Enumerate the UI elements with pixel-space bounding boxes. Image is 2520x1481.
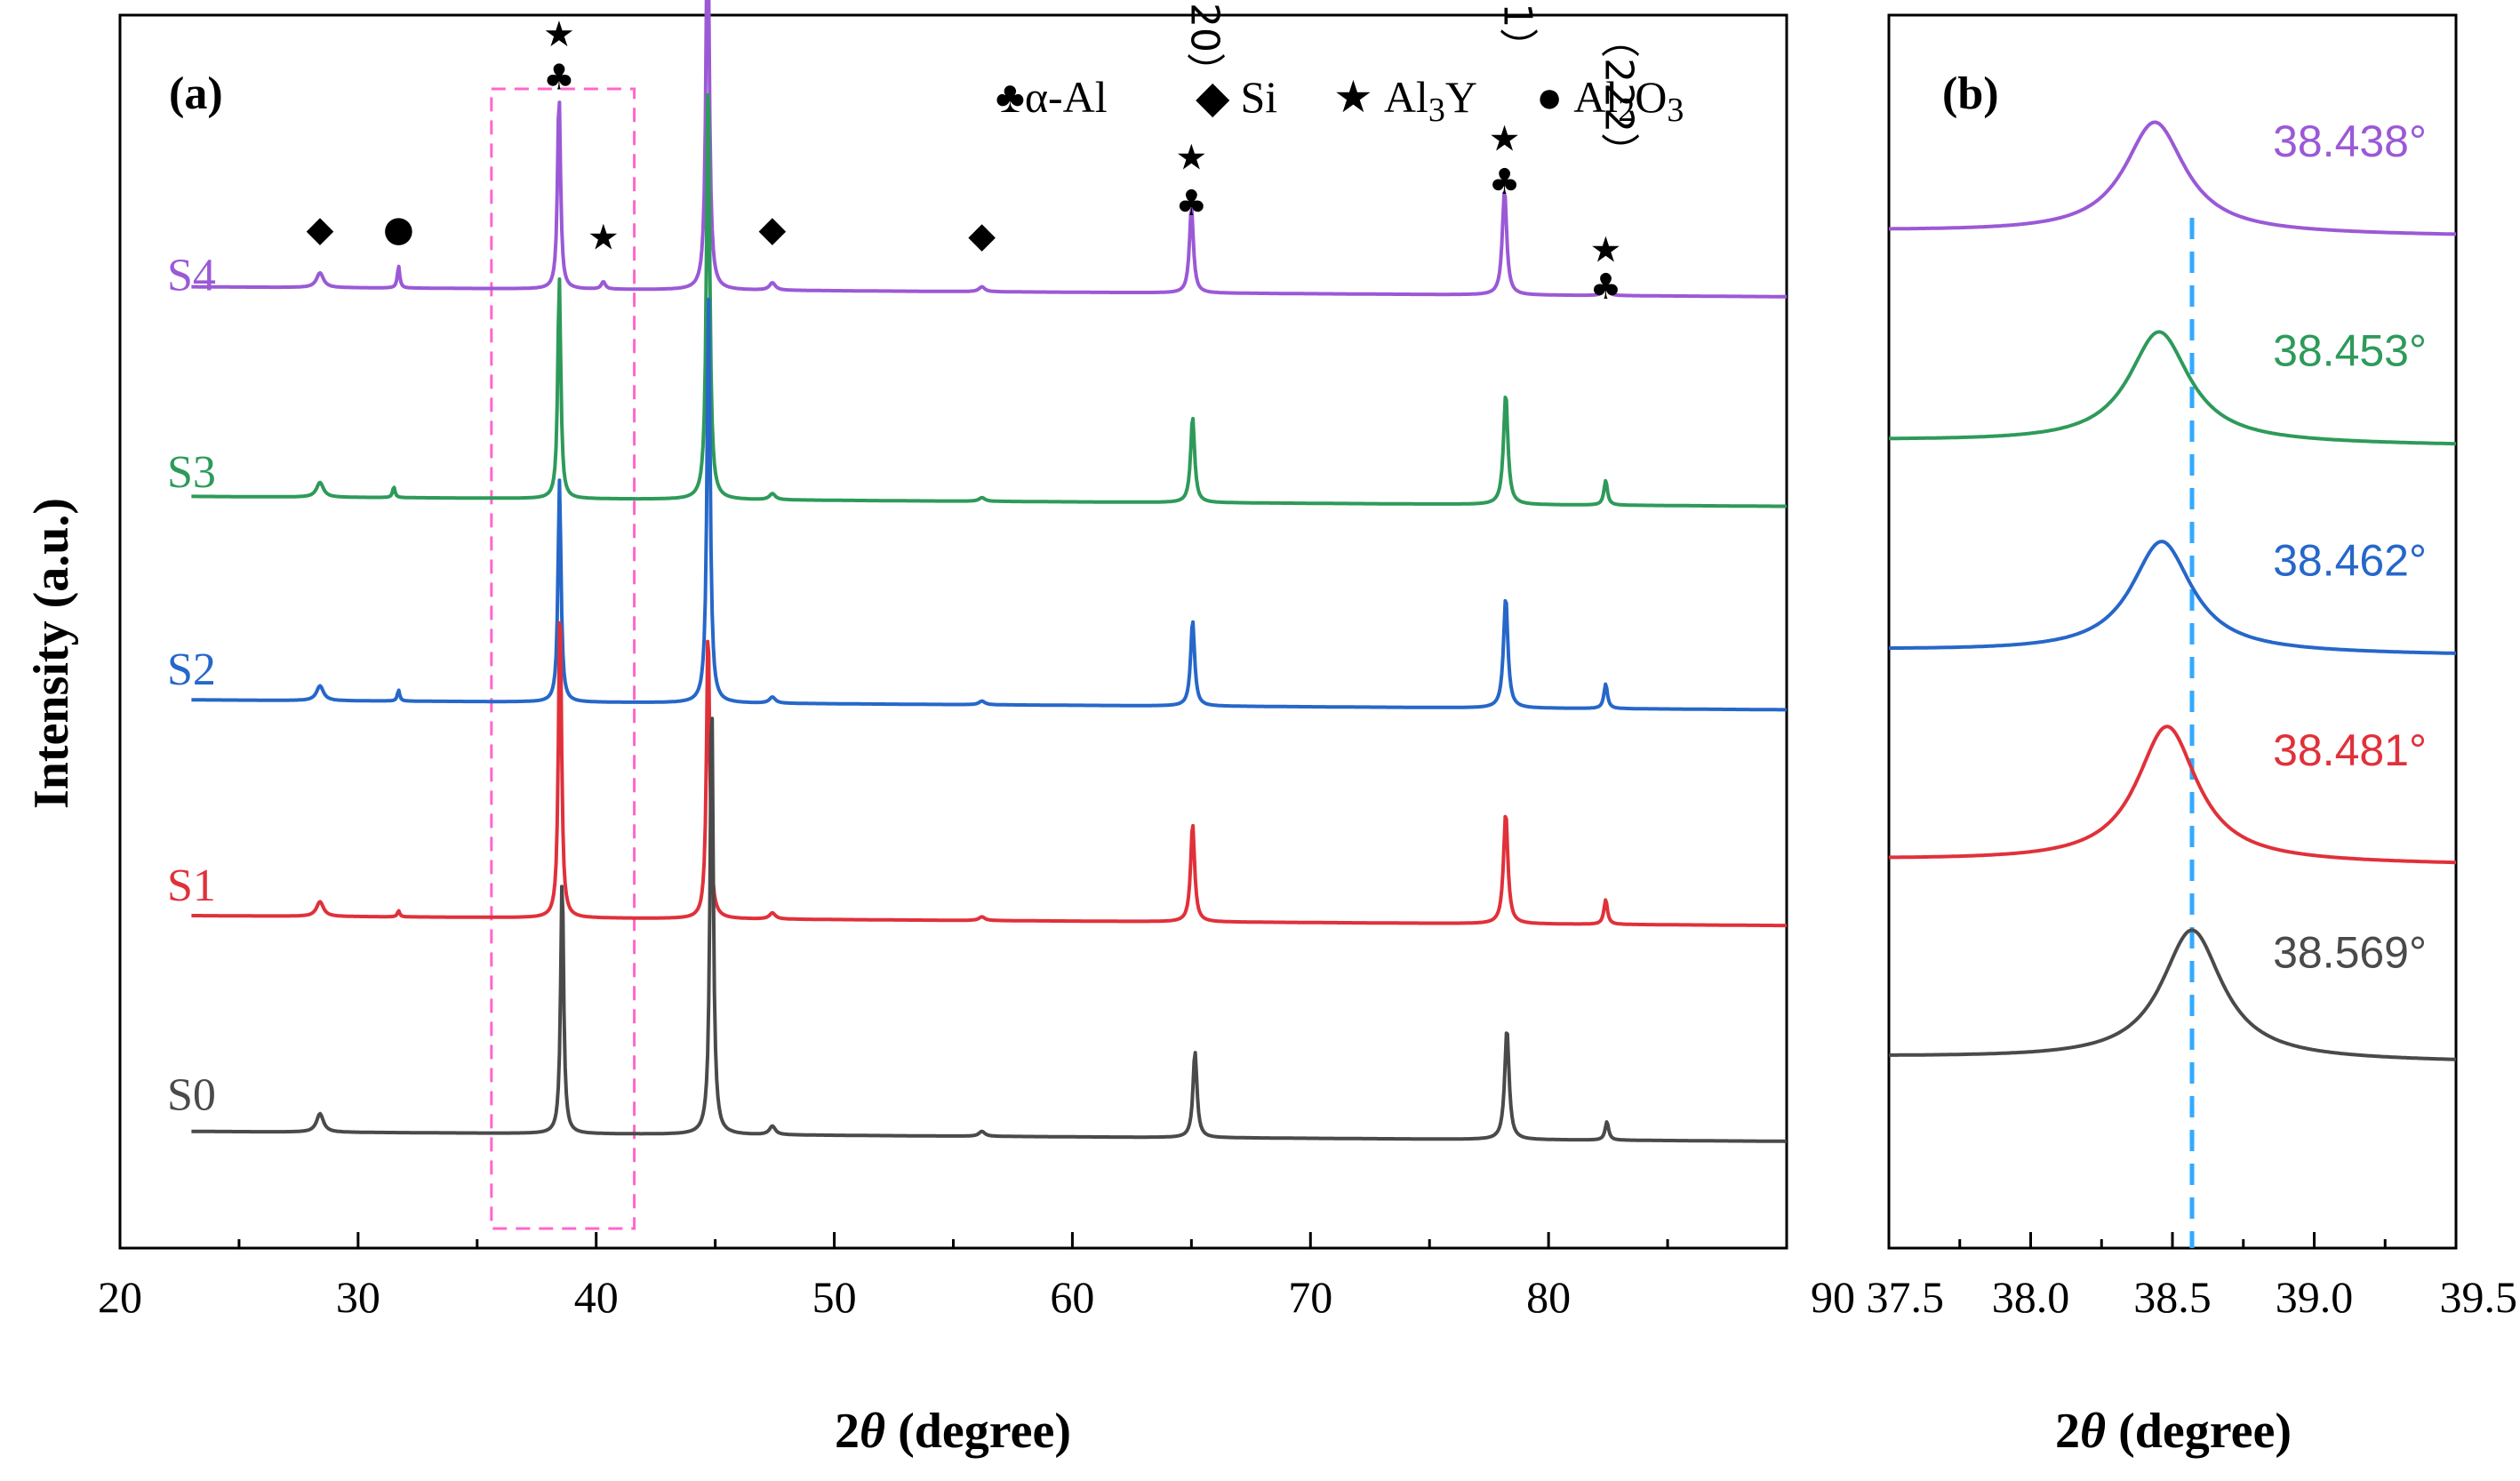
panel-a-tick-label-50: 50 <box>812 1272 857 1322</box>
series-label-s4: S4 <box>167 250 216 300</box>
legend-al2o3-symbol: ● <box>1536 72 1563 122</box>
panel-a-phase-markers: ◆●★◆◆★♣♣★♣★♣★♣ <box>307 14 1622 308</box>
series-label-s3: S3 <box>167 447 216 498</box>
panel-b: 90 37.5 38.0 38.5 39.0 39.5 38.438°38.453°38… <box>1811 13 2517 1459</box>
legend-al2o3-sub2: 2 <box>1618 92 1635 129</box>
phase-legend: ♣α-Al ◆ Si ★ Al3Y ● Al2O3 <box>996 72 1684 129</box>
phase-marker-2: ★ <box>588 218 620 259</box>
legend-alpha-al-symbol: ♣ <box>996 72 1025 122</box>
legend-alpha-al-label: α-Al <box>1025 72 1108 122</box>
peak-position-s4: 38.438° <box>2273 116 2427 166</box>
series-line-s4 <box>190 0 1788 299</box>
legend-al3y-al: Al <box>1384 72 1428 122</box>
panel-a-tick-label-20: 20 <box>98 1272 142 1322</box>
peak-position-s2: 38.462° <box>2273 535 2427 585</box>
series-line-s1 <box>190 620 1788 928</box>
panel-a-x-axis-title: 2θ (degree) <box>835 1404 1071 1459</box>
panel-b-x-ticks <box>1887 1232 2458 1248</box>
panel-a-tick-label-30: 30 <box>336 1272 380 1322</box>
legend-si-label: Si <box>1240 72 1277 122</box>
legend-al2o3: ● Al2O3 <box>1536 72 1684 129</box>
legend-al3y-symbol: ★ <box>1333 72 1373 122</box>
phase-marker-13: ♣ <box>1589 267 1621 308</box>
series-label-s2: S2 <box>167 644 216 695</box>
phase-marker-6: ♣ <box>543 57 575 98</box>
hkl-label-311: （311） <box>1495 0 1540 67</box>
phase-marker-8: ★ <box>1175 138 1207 179</box>
peak-position-s0: 38.569° <box>2273 928 2427 978</box>
zoom-line-s0 <box>1888 928 2457 1061</box>
phase-marker-10: ★ <box>1489 119 1521 160</box>
zoom-line-s3 <box>1888 330 2457 446</box>
peak-position-s3: 38.453° <box>2273 326 2427 376</box>
phase-marker-9: ♣ <box>1175 183 1207 224</box>
panel-b-tick-label-2: 38.5 <box>2133 1272 2212 1322</box>
phase-marker-0: ◆ <box>307 209 334 250</box>
legend-si-symbol: ◆ <box>1196 72 1230 122</box>
legend-al2o3-o: O <box>1635 72 1667 122</box>
panel-a-series-lines <box>190 0 1788 1143</box>
panel-a-tick-label-70: 70 <box>1288 1272 1332 1322</box>
panel-b-x-tick-labels: 90 37.5 38.0 38.5 39.0 39.5 <box>1811 1272 2517 1322</box>
panel-a-label: (a) <box>169 68 223 119</box>
panel-a-hkl-labels: （111）（200）（220）（311）（222） <box>1181 0 1641 172</box>
panel-b-peak-position-labels: 38.438° 38.453° 38.462° 38.481° 38.569° <box>2273 116 2427 978</box>
panel-b-frame <box>1887 13 2458 1250</box>
hkl-label-220: （220） <box>1181 0 1227 92</box>
panel-b-label: (b) <box>1942 68 1999 119</box>
phase-marker-1: ● <box>383 209 414 250</box>
panel-b-tick-label-4: 39.5 <box>2440 1272 2518 1322</box>
panel-b-x-axis-title: 2θ (degree) <box>2055 1404 2292 1459</box>
legend-alpha-al: ♣α-Al <box>996 72 1108 122</box>
phase-marker-4: ◆ <box>968 215 996 256</box>
panel-b-tick-label-3: 39.0 <box>2276 1272 2354 1322</box>
zoom-line-s2 <box>1888 540 2457 655</box>
panel-a-x-tick-labels: 20 30 40 50 60 70 80 <box>98 1272 1571 1322</box>
panel-a-tick-label-60: 60 <box>1050 1272 1094 1322</box>
phase-marker-3: ◆ <box>759 209 787 250</box>
peak-position-s1: 38.481° <box>2273 725 2427 775</box>
panel-a-series-labels: S4 S3 S2 S1 S0 <box>167 250 216 1120</box>
panel-b-series-lines <box>1888 120 2457 1061</box>
phase-marker-11: ♣ <box>1489 162 1521 203</box>
legend-al3y-sub: 3 <box>1428 92 1445 129</box>
legend-al2o3-al: Al <box>1573 72 1618 122</box>
phase-marker-5: ★ <box>543 14 575 55</box>
y-axis-title: Intensity (a.u.) <box>24 498 79 809</box>
phase-marker-12: ★ <box>1589 230 1621 271</box>
hkl-label-222: （222） <box>1596 19 1641 172</box>
panel-b-tick-label-0: 90 37.5 <box>1811 1272 1944 1322</box>
legend-al2o3-sub3: 3 <box>1667 92 1684 129</box>
panel-a-tick-label-40: 40 <box>574 1272 619 1322</box>
legend-al3y: ★ Al3Y <box>1333 72 1477 129</box>
series-label-s1: S1 <box>167 861 216 911</box>
panel-a-frame <box>118 13 1788 1250</box>
legend-al3y-y: Y <box>1445 72 1477 122</box>
zoom-line-s4 <box>1888 120 2457 236</box>
panel-a-x-ticks <box>118 1232 1788 1248</box>
panel-a-tick-label-80: 80 <box>1526 1272 1571 1322</box>
series-line-s2 <box>190 297 1788 712</box>
legend-si: ◆ Si <box>1196 72 1277 122</box>
highlight-box-111 <box>490 87 636 1230</box>
series-line-s0 <box>190 716 1788 1143</box>
series-label-s0: S0 <box>167 1070 216 1121</box>
panel-b-tick-label-1: 38.0 <box>1992 1272 2070 1322</box>
zoom-line-s1 <box>1888 724 2457 865</box>
series-line-s3 <box>190 93 1788 508</box>
